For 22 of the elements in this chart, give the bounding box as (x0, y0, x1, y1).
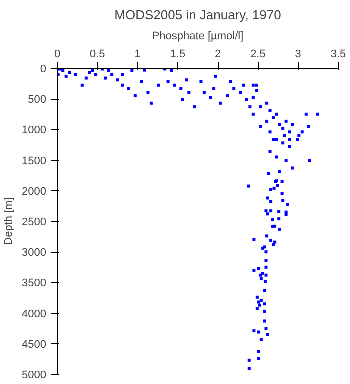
y-tick-label: 1000 (22, 124, 47, 137)
x-tick-label: 3.5 (330, 48, 346, 60)
x-tick-label: 2.5 (250, 48, 266, 60)
y-tick-label: 3000 (22, 247, 47, 260)
x-tick-label: 3 (295, 48, 302, 60)
y-tick-label: 2500 (22, 216, 47, 228)
y-tick-label: 0 (40, 64, 47, 76)
y-axis-title: Depth [m] (3, 198, 16, 246)
x-tick-label: 1 (134, 48, 141, 60)
y-tick-label: 500 (28, 94, 47, 106)
x-tick-label: 0 (54, 48, 61, 60)
y-tick-label: 2000 (22, 186, 47, 198)
y-tick-label: 4500 (22, 338, 47, 351)
y-tick-label: 1500 (22, 155, 47, 168)
x-tick-label: 1.5 (170, 48, 186, 60)
y-tick-label: 5000 (22, 370, 47, 382)
x-axis-title: Phosphate [µmol/l] (152, 30, 244, 42)
y-tick-label: 3500 (22, 278, 47, 290)
x-tick-label: 2 (215, 48, 222, 60)
chart-title: MODS2005 in January, 1970 (114, 8, 282, 22)
y-tick-label: 4000 (22, 308, 47, 320)
x-tick-label: 0.5 (90, 48, 106, 60)
